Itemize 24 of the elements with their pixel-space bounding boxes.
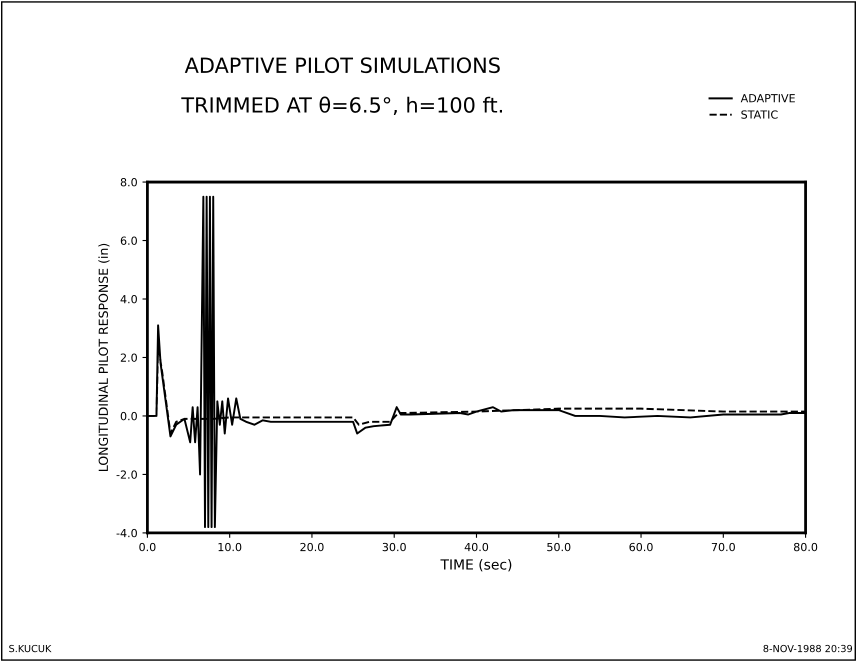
y-tick-label: 2.0 bbox=[120, 353, 137, 362]
x-tick-label: 40.0 bbox=[464, 542, 488, 552]
y-tick-label: 6.0 bbox=[120, 236, 137, 245]
x-tick-label: 60.0 bbox=[629, 542, 653, 552]
x-tick-label: 70.0 bbox=[712, 542, 735, 552]
chart-title: ADAPTIVE PILOT SIMULATIONS bbox=[184, 57, 500, 74]
y-tick-label: -4.0 bbox=[116, 528, 137, 538]
text: S.KUCUK bbox=[9, 644, 52, 652]
y-tick-label: 0.0 bbox=[120, 412, 137, 420]
x-tick-label: 20.0 bbox=[300, 542, 324, 552]
x-tick-label: 30.0 bbox=[382, 542, 406, 552]
y-tick-label: 8.0 bbox=[120, 178, 137, 186]
x-tick-label: 10.0 bbox=[218, 542, 242, 552]
legend-label: ADAPTIVE bbox=[740, 94, 795, 102]
x-tick-label: 80.0 bbox=[794, 542, 818, 552]
legend-label: STATIC bbox=[741, 110, 778, 119]
chart-subtitle: TRIMMED AT θ=6.5°, h=100 ft. bbox=[181, 96, 502, 115]
x-tick-label: 50.0 bbox=[547, 542, 570, 552]
y-tick-label: -2.0 bbox=[116, 470, 137, 479]
y-axis-title: LONGITUDINAL PILOT RESPONSE (in) bbox=[98, 244, 110, 471]
y-tick-label: 4.0 bbox=[120, 294, 137, 304]
text: 8-NOV-1988 20:39 bbox=[763, 644, 852, 652]
x-tick-label: 0.0 bbox=[139, 542, 156, 552]
x-axis-title: TIME (sec) bbox=[440, 558, 512, 572]
